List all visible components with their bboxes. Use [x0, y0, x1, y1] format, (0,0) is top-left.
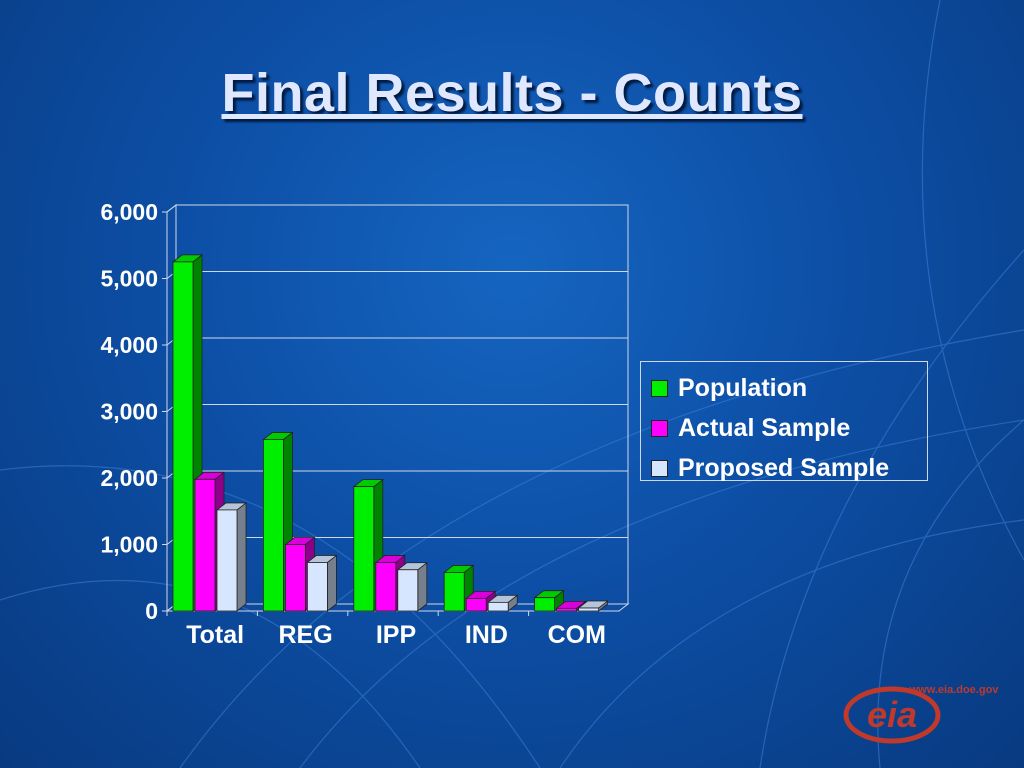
logo-text: eia — [867, 694, 917, 735]
legend-label: Actual Sample — [678, 413, 851, 442]
logo-url: www.eia.doe.gov — [909, 684, 1000, 696]
y-tick-label: 3,000 — [100, 399, 158, 425]
bar-front — [443, 572, 465, 612]
bar-front — [216, 509, 238, 612]
bar-side — [236, 502, 247, 612]
bar-front — [397, 569, 419, 612]
legend-swatch — [651, 379, 668, 397]
y-tick-label: 4,000 — [100, 332, 158, 358]
bar-side — [326, 554, 337, 612]
bar-front — [375, 562, 397, 612]
x-category-label: COM — [548, 621, 606, 649]
bar-reg-proposed-sample — [306, 554, 338, 612]
bar-com-population — [533, 589, 565, 612]
bar-total-proposed-sample — [215, 502, 248, 612]
slide-title: Final Results - Counts — [221, 63, 803, 123]
bar-front — [487, 601, 509, 612]
legend-item: Proposed Sample — [641, 448, 927, 488]
bar-front — [556, 607, 577, 612]
eia-logo: eia www.eia.doe.gov — [843, 684, 1000, 744]
bar-com-proposed-sample — [577, 600, 609, 612]
bar-ind-proposed-sample — [487, 594, 519, 612]
bar-side — [417, 561, 428, 612]
y-tick-label: 6,000 — [100, 199, 158, 225]
legend-swatch — [651, 419, 668, 437]
y-tick-label: 5,000 — [100, 266, 158, 292]
bar-front — [172, 261, 194, 612]
legend-label: Proposed Sample — [678, 453, 890, 482]
gridline-side — [166, 204, 177, 213]
y-tick-label: 1,000 — [100, 532, 158, 558]
bar-front — [465, 597, 487, 612]
bar-front — [578, 607, 599, 612]
bar-front — [534, 597, 555, 612]
bar-front — [306, 562, 328, 612]
y-tick-label: 2,000 — [100, 465, 158, 491]
x-category-label: IND — [465, 621, 508, 649]
bar-front — [262, 439, 284, 612]
legend-item: Actual Sample — [641, 408, 927, 448]
bar-front — [353, 486, 375, 612]
bar-ipp-proposed-sample — [396, 561, 428, 612]
legend-item: Population — [641, 368, 927, 408]
x-category-label: REG — [279, 621, 333, 649]
bar-front — [284, 544, 306, 612]
legend-label: Population — [678, 373, 808, 402]
x-category-label: IPP — [376, 621, 416, 649]
x-category-label: Total — [186, 621, 244, 649]
y-tick-label: 0 — [145, 598, 158, 624]
chart-legend: Population Actual Sample Proposed Sample — [640, 361, 928, 482]
bar-front — [194, 478, 216, 612]
legend-swatch — [651, 459, 668, 477]
